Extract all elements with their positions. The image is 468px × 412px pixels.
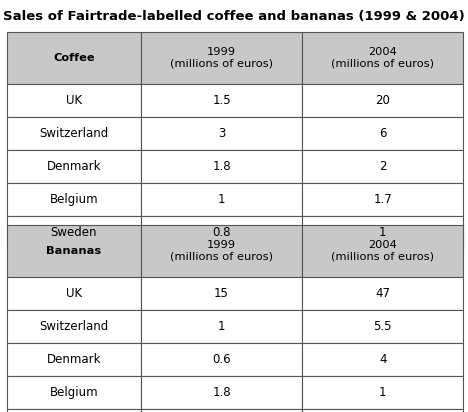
Text: 1999
(millions of euros): 1999 (millions of euros) — [170, 47, 273, 69]
Bar — [302, 216, 463, 249]
Bar — [141, 277, 302, 310]
Text: 1: 1 — [379, 226, 387, 239]
Text: 4: 4 — [379, 353, 387, 366]
Text: 1.5: 1.5 — [212, 94, 231, 107]
Text: 1.8: 1.8 — [212, 160, 231, 173]
Text: 1999
(millions of euros): 1999 (millions of euros) — [170, 240, 273, 262]
Text: 1: 1 — [379, 386, 387, 399]
Text: Switzerland: Switzerland — [39, 320, 109, 333]
Text: 1.8: 1.8 — [212, 386, 231, 399]
Bar — [141, 32, 302, 84]
Text: Denmark: Denmark — [47, 353, 101, 366]
Text: 5.5: 5.5 — [373, 320, 392, 333]
Text: 47: 47 — [375, 287, 390, 300]
Bar — [7, 84, 141, 117]
Text: 15: 15 — [214, 287, 229, 300]
Text: Sales of Fairtrade-labelled coffee and bananas (1999 & 2004): Sales of Fairtrade-labelled coffee and b… — [3, 10, 465, 23]
Text: 1.7: 1.7 — [373, 193, 392, 206]
Bar — [7, 277, 141, 310]
Bar — [7, 32, 141, 84]
Text: UK: UK — [66, 287, 82, 300]
Text: 2004
(millions of euros): 2004 (millions of euros) — [331, 240, 434, 262]
Bar — [141, 343, 302, 376]
Bar — [302, 32, 463, 84]
Bar — [7, 117, 141, 150]
Text: 0.8: 0.8 — [212, 226, 231, 239]
Bar — [302, 183, 463, 216]
Bar — [141, 84, 302, 117]
Text: 1: 1 — [218, 320, 225, 333]
Bar — [302, 409, 463, 412]
Text: 6: 6 — [379, 127, 387, 140]
Text: Belgium: Belgium — [50, 386, 98, 399]
Bar — [7, 376, 141, 409]
Text: Bananas: Bananas — [46, 246, 102, 256]
Bar — [7, 150, 141, 183]
Text: Belgium: Belgium — [50, 193, 98, 206]
Bar — [7, 216, 141, 249]
Bar — [141, 409, 302, 412]
Bar — [7, 343, 141, 376]
Text: Sweden: Sweden — [51, 226, 97, 239]
Bar — [7, 225, 141, 277]
Bar — [302, 225, 463, 277]
Bar — [7, 183, 141, 216]
Bar — [302, 310, 463, 343]
Bar — [302, 376, 463, 409]
Bar — [302, 277, 463, 310]
Text: 2004
(millions of euros): 2004 (millions of euros) — [331, 47, 434, 69]
Bar — [141, 150, 302, 183]
Bar — [302, 117, 463, 150]
Text: 20: 20 — [375, 94, 390, 107]
Bar — [141, 225, 302, 277]
Bar — [7, 409, 141, 412]
Text: 1: 1 — [218, 193, 225, 206]
Text: Switzerland: Switzerland — [39, 127, 109, 140]
Text: UK: UK — [66, 94, 82, 107]
Bar — [302, 84, 463, 117]
Text: 0.6: 0.6 — [212, 353, 231, 366]
Bar — [141, 376, 302, 409]
Bar — [302, 343, 463, 376]
Bar — [141, 216, 302, 249]
Text: 3: 3 — [218, 127, 225, 140]
Text: Coffee: Coffee — [53, 53, 95, 63]
Bar — [7, 310, 141, 343]
Bar — [141, 183, 302, 216]
Bar — [141, 117, 302, 150]
Bar — [141, 310, 302, 343]
Bar — [302, 150, 463, 183]
Text: Denmark: Denmark — [47, 160, 101, 173]
Text: 2: 2 — [379, 160, 387, 173]
